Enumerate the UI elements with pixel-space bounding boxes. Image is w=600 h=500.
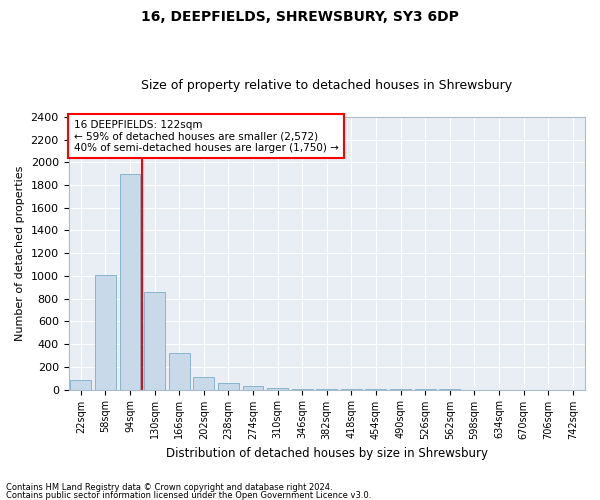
Bar bbox=[193, 377, 214, 390]
Y-axis label: Number of detached properties: Number of detached properties bbox=[15, 166, 25, 341]
Bar bbox=[169, 353, 190, 390]
X-axis label: Distribution of detached houses by size in Shrewsbury: Distribution of detached houses by size … bbox=[166, 447, 488, 460]
Bar bbox=[119, 174, 140, 390]
Text: 16 DEEPFIELDS: 122sqm
← 59% of detached houses are smaller (2,572)
40% of semi-d: 16 DEEPFIELDS: 122sqm ← 59% of detached … bbox=[74, 120, 338, 152]
Bar bbox=[218, 384, 239, 390]
Bar bbox=[242, 386, 263, 390]
Bar bbox=[292, 389, 313, 390]
Text: 16, DEEPFIELDS, SHREWSBURY, SY3 6DP: 16, DEEPFIELDS, SHREWSBURY, SY3 6DP bbox=[141, 10, 459, 24]
Text: Contains HM Land Registry data © Crown copyright and database right 2024.: Contains HM Land Registry data © Crown c… bbox=[6, 484, 332, 492]
Text: Contains public sector information licensed under the Open Government Licence v3: Contains public sector information licen… bbox=[6, 490, 371, 500]
Bar bbox=[144, 292, 165, 390]
Bar bbox=[70, 380, 91, 390]
Bar bbox=[267, 388, 288, 390]
Title: Size of property relative to detached houses in Shrewsbury: Size of property relative to detached ho… bbox=[141, 79, 512, 92]
Bar bbox=[95, 275, 116, 390]
